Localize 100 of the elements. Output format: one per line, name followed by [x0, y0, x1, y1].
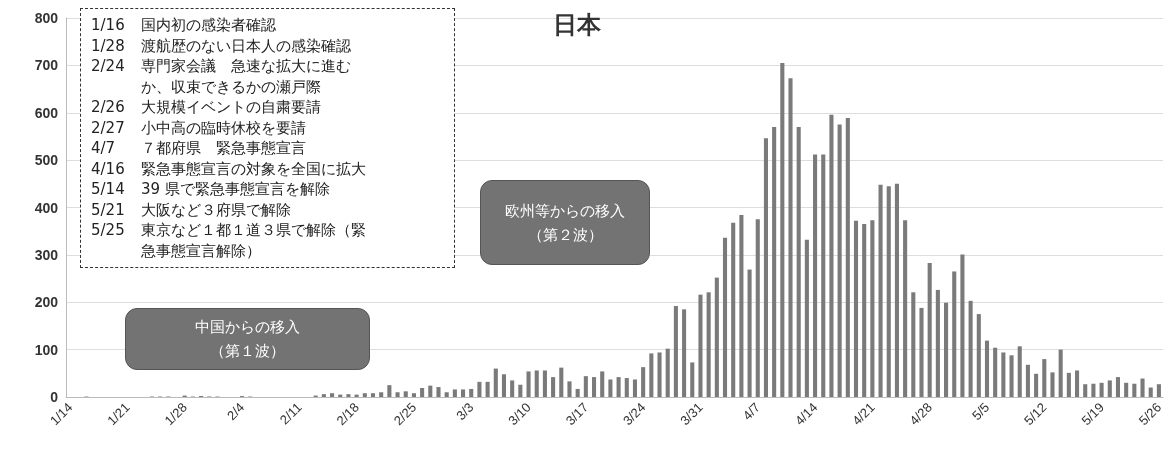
bar — [461, 389, 466, 397]
bar — [722, 237, 728, 397]
annotation: 5/14 39 県で緊急事態宣言を解除 — [91, 179, 331, 200]
bar — [1132, 383, 1137, 397]
bar — [1042, 359, 1047, 397]
bar — [559, 367, 564, 397]
bar — [641, 367, 646, 397]
bar — [362, 393, 367, 397]
bar — [1115, 377, 1121, 397]
text: 4/7 ７都府県 緊急事態宣言 — [91, 139, 306, 157]
bar — [853, 220, 859, 397]
bar — [452, 389, 457, 397]
bar — [698, 294, 703, 397]
bar — [927, 262, 932, 397]
bar — [788, 78, 793, 397]
y-tick-label: 700 — [34, 57, 59, 74]
bar — [952, 271, 957, 397]
bar — [493, 368, 498, 397]
bar — [1156, 384, 1161, 397]
x-tick-label: 4/28 — [906, 399, 935, 429]
bar — [608, 379, 613, 397]
bar — [485, 381, 490, 397]
bar — [804, 239, 809, 397]
bar — [944, 302, 949, 397]
bar — [1148, 387, 1153, 397]
bar — [379, 392, 384, 397]
annotation: 1/28 渡航歴のない日本人の感染確認 — [91, 35, 352, 56]
bar — [903, 220, 908, 397]
bar — [993, 347, 998, 397]
annotation: 2/26 大規模イベントの自粛要請 — [91, 97, 322, 118]
bar — [755, 219, 760, 397]
bar — [665, 348, 670, 397]
bar — [837, 124, 842, 397]
y-tick-label: 100 — [34, 341, 59, 358]
bar — [796, 126, 801, 397]
annotation: 4/16 緊急事態宣言の対象を全国に拡大 — [91, 158, 367, 179]
x-tick-label: 1/28 — [161, 399, 191, 429]
bar — [591, 377, 597, 397]
bar — [780, 63, 785, 397]
bar — [772, 126, 777, 397]
annotation: 2/27 小中高の臨時休校を要請 — [91, 117, 307, 138]
bar — [370, 393, 376, 397]
bar — [894, 183, 899, 397]
bar — [477, 381, 482, 397]
bar — [829, 114, 834, 397]
x-tick-label: 3/24 — [619, 399, 649, 429]
y-tick-label: 600 — [34, 104, 59, 121]
bar — [1066, 372, 1071, 397]
bar — [911, 292, 916, 397]
bar — [518, 384, 523, 397]
annotation: 1/16 国内初の感染者確認 — [91, 15, 277, 36]
bar — [1124, 382, 1129, 397]
bar — [935, 289, 940, 397]
x-tick-label: 3/3 — [453, 399, 477, 424]
bar — [428, 385, 433, 397]
bar — [542, 370, 547, 397]
x-tick-label: 1/21 — [104, 399, 133, 429]
bar — [624, 378, 629, 397]
bar — [690, 362, 695, 397]
bar — [813, 154, 818, 397]
bar — [714, 277, 719, 397]
annotation: 2/24 専門家会議 急速な拡大に進むか、収束できるかの瀬戸際 — [91, 56, 352, 97]
bar — [411, 393, 416, 397]
bar — [649, 353, 654, 397]
bar — [706, 292, 711, 397]
bar — [346, 394, 351, 397]
bar — [395, 392, 400, 397]
bar — [1025, 364, 1030, 397]
label-box: 欧州等からの移入（第２波） — [480, 180, 650, 265]
bar — [682, 309, 687, 397]
bar — [1017, 346, 1022, 397]
bar — [673, 306, 678, 397]
y-tick-label: 300 — [34, 246, 59, 263]
bar — [1001, 352, 1006, 397]
bar — [976, 314, 981, 397]
bar — [886, 186, 891, 397]
bar — [870, 220, 875, 397]
bar — [403, 391, 408, 397]
bar — [919, 307, 924, 397]
x-tick-label: 3/31 — [677, 399, 706, 429]
annotation: 5/25 東京など１都１道３県で解除（緊急事態宣言解除） — [91, 220, 367, 261]
bar — [436, 387, 441, 397]
bar — [1050, 372, 1055, 397]
chart-title: 日本 — [553, 11, 602, 39]
bar — [747, 269, 752, 397]
x-tick-label: 5/19 — [1078, 399, 1107, 429]
x-tick-label: 4/21 — [849, 399, 878, 429]
bar — [444, 392, 449, 397]
y-tick-label: 400 — [34, 199, 59, 216]
bar — [330, 393, 335, 397]
bar — [1099, 382, 1104, 397]
annotation: 中国からの移入（第１波） — [194, 317, 301, 362]
bar — [534, 370, 539, 397]
x-tick-label: 5/26 — [1135, 399, 1165, 429]
bar — [1140, 378, 1145, 397]
bar — [862, 224, 867, 397]
bar — [551, 377, 556, 397]
bar — [632, 379, 638, 397]
x-tick-label: 5/5 — [968, 399, 993, 424]
bar — [583, 376, 588, 397]
